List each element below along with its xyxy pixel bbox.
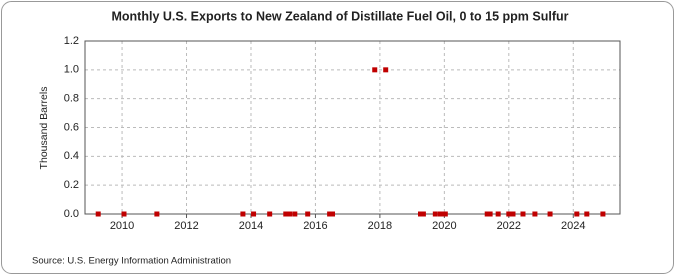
marker (420, 211, 426, 217)
y-tick-label: 1.0 (64, 64, 79, 76)
x-tick-label: 2014 (239, 220, 263, 232)
marker (372, 67, 378, 73)
y-tick-label: 0.6 (64, 121, 79, 133)
marker (584, 211, 590, 217)
marker (547, 211, 553, 217)
marker (437, 211, 443, 217)
marker (330, 211, 336, 217)
marker (532, 211, 538, 217)
marker (240, 211, 246, 217)
source: Source: U.S. Energy Information Administ… (32, 256, 231, 267)
y-tick-label: 0.2 (64, 179, 79, 191)
x-tick-label: 2012 (174, 220, 198, 232)
plot-border (84, 40, 621, 215)
y-tick-label: 0.4 (64, 150, 79, 162)
chart-title: Monthly U.S. Exports to New Zealand of D… (112, 9, 569, 23)
marker (495, 211, 501, 217)
marker (520, 211, 526, 217)
y-tick-label: 1.2 (64, 35, 79, 47)
marker (121, 211, 127, 217)
x-tick-label: 2022 (497, 220, 521, 232)
marker (305, 211, 311, 217)
marker (292, 211, 298, 217)
x-tick-label: 2018 (368, 220, 392, 232)
y-tick-label: 0.0 (64, 208, 79, 220)
marker (432, 211, 438, 217)
marker (418, 211, 424, 217)
marker (506, 211, 512, 217)
marker (487, 211, 493, 217)
marker (442, 211, 448, 217)
marker (600, 211, 606, 217)
marker (95, 211, 101, 217)
marker (154, 211, 160, 217)
marker (251, 211, 257, 217)
marker (287, 211, 293, 217)
x-tick-label: 2010 (110, 220, 134, 232)
marker (327, 211, 333, 217)
marker (283, 211, 289, 217)
marker (383, 67, 389, 73)
marker (484, 211, 490, 217)
y-tick-label: 0.8 (64, 93, 79, 105)
x-tick-label: 2020 (432, 220, 456, 232)
marker (267, 211, 273, 217)
x-tick-label: 2016 (303, 220, 327, 232)
marker (574, 211, 580, 217)
marker (510, 211, 516, 217)
y-axis-label: Thousand Barrels (38, 87, 50, 170)
x-tick-label: 2024 (561, 220, 585, 232)
